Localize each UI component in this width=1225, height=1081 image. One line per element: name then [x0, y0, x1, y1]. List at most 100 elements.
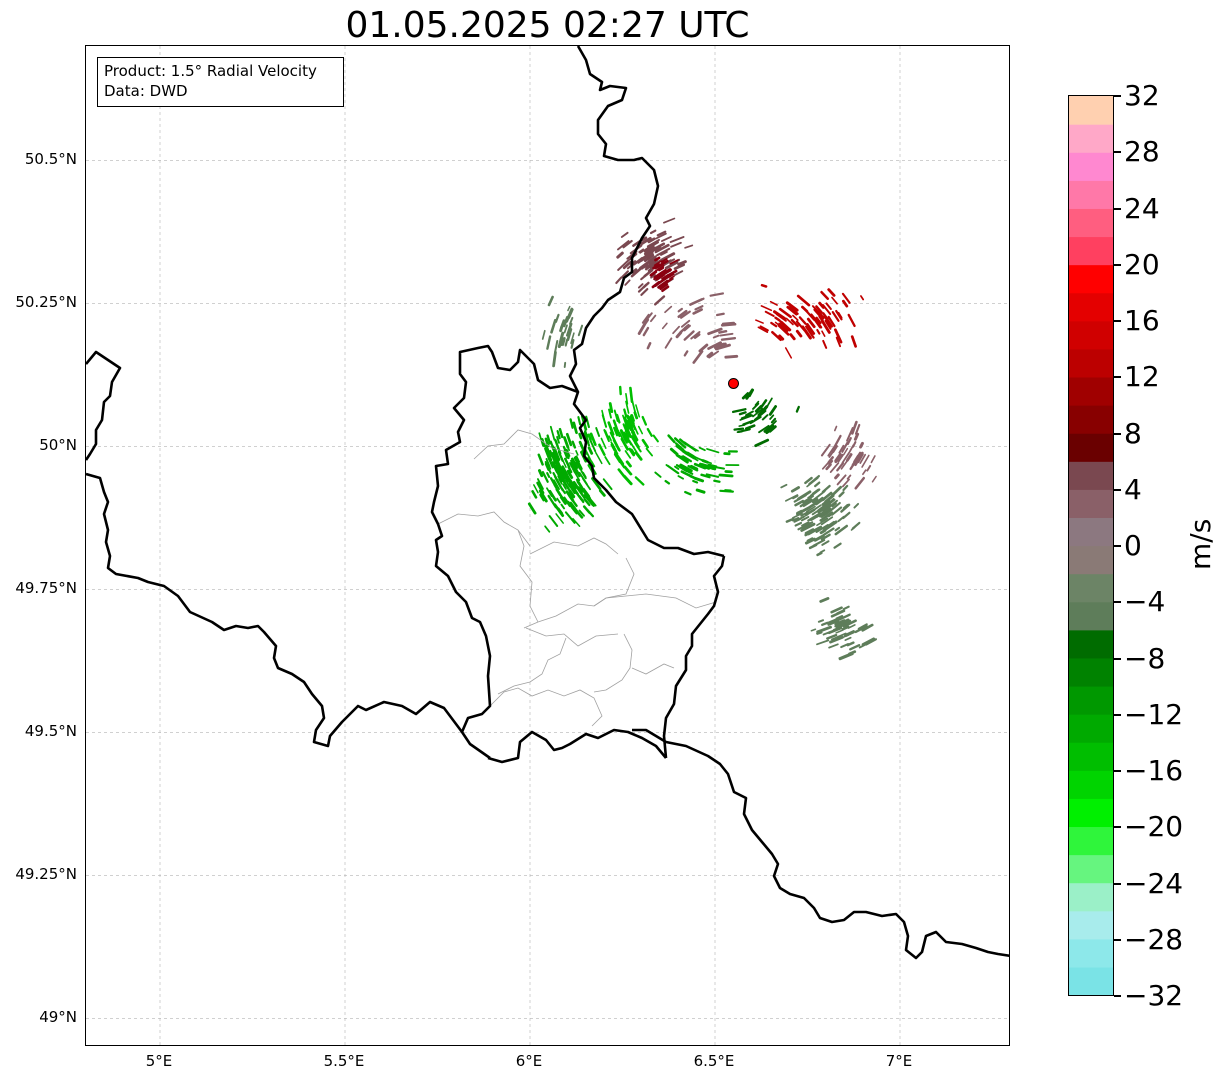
radar-echo	[706, 448, 720, 454]
radar-echo	[742, 419, 754, 426]
radar-echo	[527, 502, 537, 515]
colorbar-segment	[1069, 461, 1113, 490]
radar-echo	[546, 472, 551, 479]
radar-echo	[836, 609, 845, 615]
radar-echo	[569, 462, 576, 474]
radar-echo	[616, 251, 624, 259]
admin-boundaries	[437, 429, 717, 727]
radar-echo	[733, 427, 745, 431]
colorbar-tick	[1114, 995, 1121, 997]
radar-echo	[623, 437, 628, 444]
radar-echo	[665, 464, 679, 475]
radar-echo	[531, 490, 538, 499]
radar-echo	[760, 305, 773, 312]
radar-echo	[645, 447, 653, 457]
radar-echo	[669, 447, 679, 456]
radar-echo	[689, 298, 703, 306]
radar-echo	[684, 490, 692, 496]
radar-site-marker[interactable]	[728, 377, 739, 389]
radar-echo	[804, 325, 815, 339]
radar-echo	[574, 467, 581, 478]
colorbar-tick-label: −16	[1124, 754, 1184, 787]
radar-echo	[754, 438, 770, 448]
border-belgium-germany	[568, 46, 725, 558]
radar-echo	[670, 241, 682, 248]
radar-echo	[615, 413, 621, 424]
radar-echo	[817, 619, 825, 623]
radar-echo	[651, 281, 661, 289]
radar-echo	[690, 331, 701, 340]
radar-echo	[822, 527, 835, 536]
grid-lines	[86, 46, 1009, 1045]
map-area[interactable]	[85, 45, 1010, 1046]
radar-echo	[642, 281, 650, 289]
radar-echo	[720, 337, 737, 341]
radar-echo	[846, 641, 855, 647]
colorbar-tick	[1114, 432, 1121, 435]
radar-echo	[675, 444, 687, 455]
colorbar-tick-label: −20	[1124, 810, 1184, 844]
radar-echo	[827, 315, 836, 328]
radar-echo	[778, 307, 792, 319]
radar-echo	[541, 471, 549, 483]
radar-echo	[565, 307, 574, 323]
radar-echo	[709, 292, 725, 297]
radar-echo	[585, 496, 594, 507]
admin-boundary	[473, 429, 575, 460]
radar-echo	[607, 421, 615, 436]
radar-echo	[660, 252, 676, 262]
radar-echo	[552, 462, 560, 475]
radar-echo	[548, 489, 557, 502]
radar-echo	[769, 420, 777, 428]
radar-echo	[816, 522, 822, 527]
colorbar-tick	[1114, 882, 1121, 885]
radar-echo	[575, 449, 579, 456]
radar-echo	[823, 494, 835, 505]
admin-boundary	[529, 537, 619, 555]
radar-echo	[570, 332, 575, 345]
radar-echo	[778, 322, 789, 332]
radar-echo	[857, 623, 868, 630]
radar-echo	[802, 498, 810, 504]
radar-echo	[564, 457, 571, 469]
colorbar-tick-label: 0	[1124, 529, 1142, 562]
radar-echo	[713, 479, 721, 483]
radar-echo	[601, 409, 605, 421]
radar-echo	[841, 478, 850, 488]
radar-echo	[645, 312, 653, 322]
radar-echo	[831, 296, 838, 305]
radar-echo	[655, 243, 670, 253]
radar-echo	[786, 305, 798, 316]
radar-echo	[810, 313, 816, 320]
radar-echo	[785, 517, 795, 523]
radar-echo	[608, 402, 614, 414]
radar-echo	[613, 426, 619, 437]
radar-echo	[680, 319, 691, 328]
radar-echo	[623, 416, 631, 430]
radar-echo	[647, 240, 659, 249]
radar-echo	[791, 494, 799, 500]
radar-echo	[724, 354, 739, 359]
colorbar-tick	[1114, 151, 1121, 154]
radar-echo	[677, 307, 684, 313]
radar-echo	[759, 325, 769, 332]
radar-echo	[661, 235, 672, 243]
radar-echo	[827, 443, 837, 457]
radar-echo	[695, 488, 706, 494]
lat-label: 50.5°N	[24, 150, 77, 169]
radar-echo	[602, 478, 613, 491]
radar-echo	[820, 512, 827, 518]
radar-echo	[641, 438, 649, 449]
radar-echo	[834, 524, 849, 536]
colorbar-tick	[1114, 95, 1121, 97]
radar-echo	[698, 446, 706, 452]
lon-label: 5°E	[145, 1052, 173, 1070]
lon-label: 6.5°E	[693, 1052, 735, 1070]
radar-echo	[838, 652, 854, 661]
colorbar-tick-label: 12	[1124, 360, 1160, 394]
radar-echo	[587, 433, 592, 442]
radar-echo	[806, 522, 816, 529]
colorbar-tick	[1114, 770, 1121, 772]
radar-echo	[760, 283, 768, 288]
radar-echo	[673, 437, 687, 449]
